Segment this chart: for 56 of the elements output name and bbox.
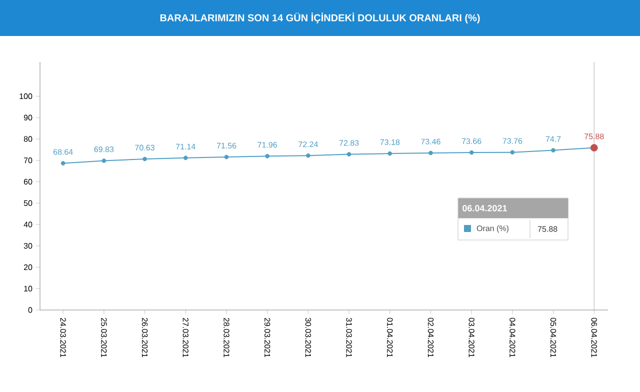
point	[346, 152, 352, 156]
x-tick-label: 27.03.2021	[182, 318, 188, 358]
x-tick-label: 06.04.2021	[591, 318, 597, 358]
y-tick-label: 30	[24, 243, 32, 249]
data-label: 73.18	[380, 139, 400, 146]
data-label: 71.96	[258, 142, 277, 148]
data-label: 73.66	[462, 138, 482, 144]
point	[102, 158, 106, 163]
y-tick-label: 70	[24, 158, 32, 164]
x-tick-label: 04.04.2021	[510, 318, 516, 358]
x-tick-label: 25.03.2021	[101, 318, 107, 358]
point	[265, 154, 270, 158]
annotation: 75.88	[538, 226, 558, 232]
x-tick-label: 01.04.2021	[387, 318, 393, 358]
y-tick-label: 60	[24, 178, 32, 185]
data-label: 72.83	[339, 140, 359, 146]
data-label: 72.24	[298, 141, 318, 148]
data-label: 75.88	[584, 134, 604, 140]
x-tick-label: 05.04.2021	[550, 318, 556, 358]
point	[428, 150, 433, 156]
data-label: 73.76	[502, 138, 522, 144]
point	[469, 150, 474, 155]
data-label: 70.63	[135, 144, 154, 150]
x-tick-label: 29.03.2021	[264, 318, 270, 358]
chart-title: BARAJLARIMIZIN SON 14 GÜN İÇİNDEKİ DOLULUK ORANLARI (%)	[160, 12, 480, 24]
x-tick-label: 24.03.2021	[60, 318, 66, 358]
y-tick-label: 10	[24, 286, 32, 292]
x-tick-label: 02.04.2021	[428, 318, 434, 358]
x-tick-label: 28.03.2021	[224, 318, 230, 358]
data-label: 74.7	[546, 136, 561, 142]
y-tick-label: 90	[24, 114, 32, 120]
data-label: 69.83	[94, 146, 114, 152]
data-label: 73.46	[421, 138, 440, 144]
x-tick-label: 30.03.2021	[305, 318, 312, 358]
point	[183, 156, 188, 160]
point	[388, 151, 392, 156]
y-tick-label: 100	[20, 93, 32, 100]
point	[510, 150, 515, 155]
point	[224, 154, 229, 160]
data-label: 71.14	[176, 144, 196, 150]
point	[551, 148, 556, 152]
x-tick-label: 03.04.2021	[468, 318, 474, 358]
legend-label: Oran (%)	[476, 225, 508, 233]
point	[60, 161, 66, 166]
point	[306, 153, 310, 158]
legend-title: 06.04.2021	[462, 205, 507, 212]
x-tick-label: 31.03.2021	[346, 318, 352, 358]
y-tick-label: 80	[24, 136, 32, 142]
y-tick-label: 20	[24, 264, 32, 270]
data-label: 71.56	[216, 142, 236, 148]
y-tick-label: 50	[24, 200, 32, 206]
y-tick-label: 0	[28, 307, 32, 313]
data-label: 68.64	[53, 149, 73, 155]
y-tick-label: 40	[24, 222, 32, 228]
point	[142, 156, 147, 162]
x-tick-label: 26.03.2021	[142, 318, 148, 358]
